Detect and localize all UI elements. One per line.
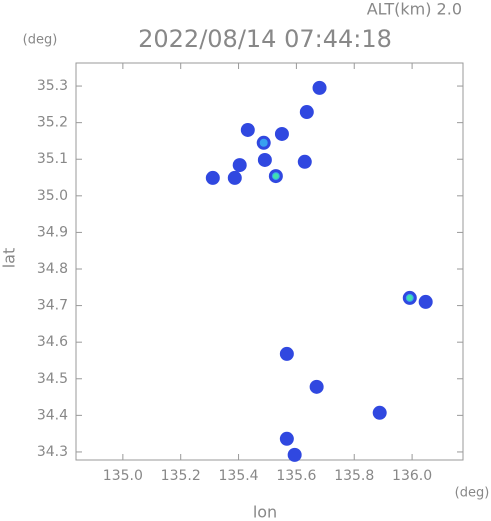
echo-cell bbox=[299, 105, 314, 120]
chart-title: 2022/08/14 07:44:18 bbox=[138, 25, 392, 53]
echo-cell bbox=[272, 173, 279, 180]
x-unit: (deg) bbox=[455, 486, 490, 501]
echo-cell bbox=[205, 170, 220, 185]
echo-cell bbox=[309, 379, 324, 394]
echo-cell bbox=[240, 122, 255, 137]
y-tick-label: 34.3 bbox=[37, 444, 68, 460]
y-tick-label: 34.6 bbox=[37, 334, 68, 350]
echo-cell bbox=[312, 80, 327, 95]
plot-frame bbox=[75, 62, 464, 461]
x-axis-label: lon bbox=[253, 503, 277, 521]
echo-cell bbox=[279, 346, 294, 361]
echo-cell bbox=[372, 405, 387, 420]
echo-cell bbox=[227, 170, 242, 185]
y-tick-label: 35.2 bbox=[37, 115, 68, 131]
echo-cell bbox=[232, 158, 247, 173]
y-tick-label: 35.0 bbox=[37, 188, 68, 204]
y-tick-label: 34.8 bbox=[37, 261, 68, 277]
echo-cell bbox=[279, 431, 294, 446]
y-unit: (deg) bbox=[23, 33, 58, 48]
echo-cell bbox=[418, 294, 433, 309]
y-axis-label: lat bbox=[0, 248, 19, 269]
echo-cell bbox=[257, 152, 272, 167]
x-tick-label: 135.4 bbox=[219, 468, 259, 484]
x-tick-label: 135.0 bbox=[103, 468, 143, 484]
echo-cell bbox=[274, 126, 289, 141]
echo-cell bbox=[287, 447, 302, 462]
echo-cell bbox=[406, 294, 413, 301]
x-tick-label: 135.6 bbox=[276, 468, 316, 484]
y-tick-label: 34.7 bbox=[37, 298, 68, 314]
y-tick-label: 35.1 bbox=[37, 151, 68, 167]
echo-cell bbox=[297, 154, 312, 169]
altitude-label: ALT(km) 2.0 bbox=[367, 0, 462, 19]
y-tick-label: 35.3 bbox=[37, 78, 68, 94]
y-tick-label: 34.5 bbox=[37, 371, 68, 387]
echo-cell bbox=[259, 138, 268, 147]
y-tick-label: 34.4 bbox=[37, 407, 68, 423]
x-tick-label: 135.2 bbox=[161, 468, 201, 484]
x-tick-label: 136.0 bbox=[392, 468, 432, 484]
y-tick-label: 34.9 bbox=[37, 224, 68, 240]
x-tick-label: 135.8 bbox=[334, 468, 374, 484]
